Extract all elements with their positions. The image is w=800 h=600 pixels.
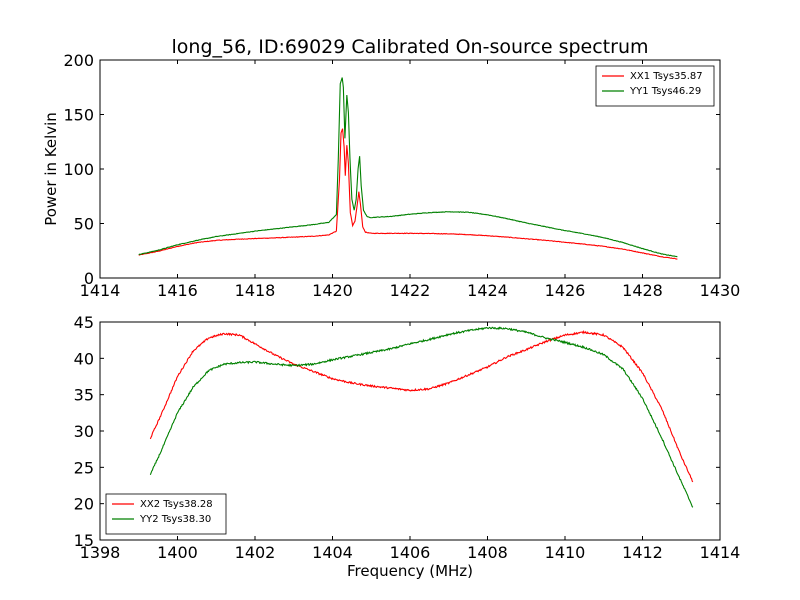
legend-box — [105, 493, 227, 535]
x-tick-label: 1398 — [80, 543, 121, 562]
y-tick-label: 150 — [63, 106, 94, 125]
y-tick-label: 30 — [74, 422, 94, 441]
legend-entry-label: XX1 Tsys35.87 — [630, 71, 703, 82]
legend: XX2 Tsys38.28 YY2 Tsys38.30 — [105, 493, 227, 535]
y-tick-label: 50 — [74, 215, 94, 234]
y-tick-label: 45 — [74, 313, 94, 332]
y-tick-label: 100 — [63, 160, 94, 179]
x-tick-label: 1426 — [545, 281, 586, 300]
x-axis-label: Frequency (MHz) — [347, 562, 473, 580]
x-tick-label: 1412 — [622, 543, 663, 562]
y-tick-label: 40 — [74, 349, 94, 368]
x-tick-label: 1418 — [235, 281, 276, 300]
y-tick-label: 15 — [74, 531, 94, 550]
x-tick-label: 1404 — [312, 543, 353, 562]
x-tick-label: 1424 — [467, 281, 508, 300]
series-line-1 — [138, 128, 678, 260]
chart-title: long_56, ID:69029 Calibrated On-source s… — [172, 36, 649, 58]
legend: XX1 Tsys35.87 YY1 Tsys46.29 — [595, 65, 715, 107]
x-tick-label: 1406 — [390, 543, 431, 562]
x-tick-label: 1414 — [80, 281, 121, 300]
y-tick-label: 200 — [63, 51, 94, 70]
series-line-1 — [149, 330, 694, 483]
legend-entry-label: YY1 Tsys46.29 — [629, 86, 701, 97]
bottom-spectrum-panel: 1398 1400 1402 1404 1406 1408 1410 1412 1414 15 20… — [74, 313, 741, 580]
y-tick-label: 0 — [84, 269, 94, 288]
y-tick-label: 25 — [74, 458, 94, 477]
x-tick-label: 1428 — [622, 281, 663, 300]
x-tick-label: 1416 — [157, 281, 198, 300]
top-spectrum-panel: 1414 1416 1418 1420 1422 1424 1426 1428 1430 0 50 1… — [42, 51, 740, 300]
x-tick-label: 1422 — [390, 281, 431, 300]
series-line-2 — [138, 77, 678, 258]
legend-entry-label: YY2 Tsys38.30 — [139, 514, 211, 525]
legend-box — [595, 65, 715, 107]
x-tick-label: 1408 — [467, 543, 508, 562]
x-tick-label: 1430 — [700, 281, 741, 300]
y-tick-label: 35 — [74, 386, 94, 405]
x-tick-label: 1400 — [157, 543, 198, 562]
x-tick-label: 1414 — [700, 543, 741, 562]
y-tick-label: 20 — [74, 495, 94, 514]
x-tick-label: 1410 — [545, 543, 586, 562]
legend-entry-label: XX2 Tsys38.28 — [140, 499, 213, 510]
x-tick-label: 1420 — [312, 281, 353, 300]
series-line-2 — [149, 326, 694, 508]
x-tick-label: 1402 — [235, 543, 276, 562]
y-axis-label: Power in Kelvin — [42, 112, 60, 226]
